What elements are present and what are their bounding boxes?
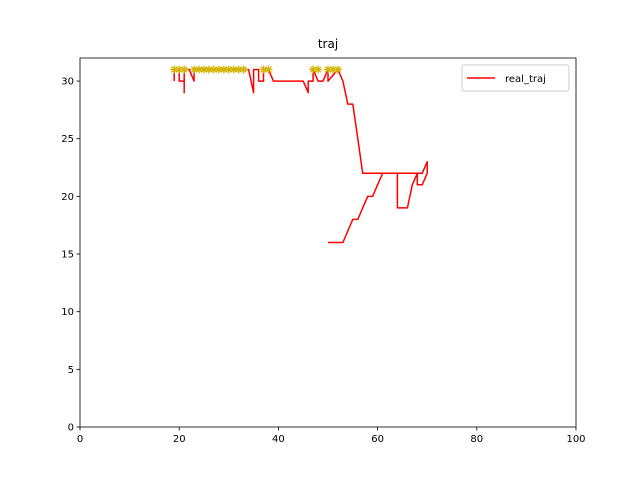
y-tick-label: 20 bbox=[61, 192, 74, 203]
marker-point bbox=[324, 65, 332, 74]
marker-point bbox=[214, 65, 223, 74]
marker-point bbox=[333, 65, 342, 74]
marker-point bbox=[219, 65, 228, 74]
chart-title: traj bbox=[318, 37, 338, 51]
legend-box bbox=[461, 64, 570, 92]
marker-point bbox=[195, 65, 204, 74]
marker-point bbox=[309, 65, 318, 74]
y-tick-label: 10 bbox=[61, 307, 74, 318]
x-tick-label: 20 bbox=[173, 434, 186, 445]
x-tick-label: 0 bbox=[77, 434, 83, 445]
y-tick-label: 25 bbox=[61, 134, 74, 145]
marker-point bbox=[209, 65, 218, 74]
marker-point bbox=[239, 65, 248, 74]
legend-label: real_traj bbox=[505, 74, 546, 85]
marker-point bbox=[259, 65, 268, 74]
marker-point bbox=[234, 65, 243, 74]
marker-point bbox=[190, 65, 199, 74]
axes-frame bbox=[79, 57, 577, 428]
marker-point bbox=[204, 65, 213, 74]
x-tick-label: 60 bbox=[371, 434, 384, 445]
marker-point bbox=[180, 65, 189, 74]
marker-point bbox=[175, 65, 184, 74]
marker-point bbox=[229, 65, 238, 74]
series-layer bbox=[170, 65, 428, 244]
y-tick-label: 30 bbox=[61, 77, 74, 88]
y-tick-label: 0 bbox=[68, 423, 74, 434]
marker-point bbox=[200, 65, 208, 74]
marker-point bbox=[264, 65, 273, 74]
legend: real_traj bbox=[461, 64, 570, 92]
x-tick-label: 80 bbox=[470, 434, 483, 445]
y-tick-label: 15 bbox=[61, 250, 74, 261]
y-tick-label: 5 bbox=[68, 365, 74, 376]
marker-point bbox=[314, 65, 323, 74]
marker-point bbox=[224, 65, 233, 74]
y-axis-ticks: 0 5 10 15 20 25 30 bbox=[61, 77, 80, 434]
marker-point bbox=[170, 65, 179, 74]
x-axis-ticks: 0 20 40 60 80 100 bbox=[77, 427, 586, 445]
marker-point bbox=[328, 65, 337, 74]
x-tick-label: 40 bbox=[272, 434, 285, 445]
x-tick-label: 100 bbox=[566, 434, 585, 445]
